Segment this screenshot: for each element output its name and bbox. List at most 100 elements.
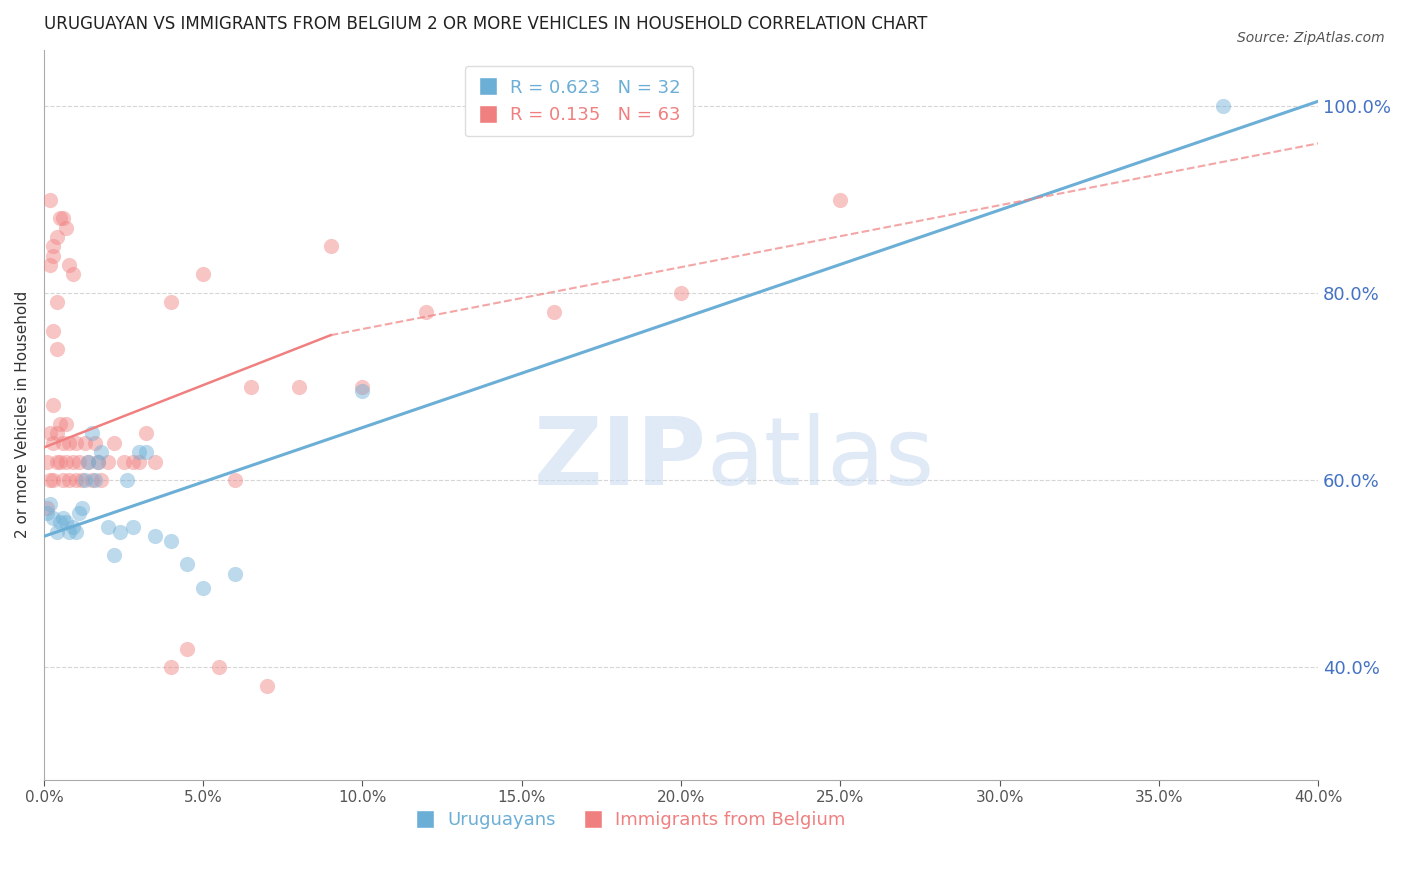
Point <box>176 641 198 656</box>
Point <box>55 516 77 530</box>
Point <box>193 581 215 595</box>
Point <box>67 506 90 520</box>
Point <box>352 384 374 399</box>
Y-axis label: 2 or more Vehicles in Household: 2 or more Vehicles in Household <box>15 291 30 539</box>
Point <box>52 510 75 524</box>
Point <box>224 473 246 487</box>
Point <box>39 497 62 511</box>
Point <box>55 220 77 235</box>
Point <box>145 529 167 543</box>
Point <box>77 454 100 468</box>
Point <box>135 445 157 459</box>
Point <box>75 473 97 487</box>
Point <box>87 454 110 468</box>
Point <box>70 473 93 487</box>
Point <box>70 501 93 516</box>
Point <box>83 473 105 487</box>
Point <box>80 473 103 487</box>
Point <box>45 454 67 468</box>
Point <box>830 193 852 207</box>
Point <box>62 268 84 282</box>
Point <box>415 305 437 319</box>
Point <box>49 454 72 468</box>
Point <box>75 435 97 450</box>
Point <box>65 473 87 487</box>
Point <box>319 239 342 253</box>
Point <box>42 249 65 263</box>
Point <box>77 454 100 468</box>
Point <box>62 454 84 468</box>
Point <box>1212 99 1234 113</box>
Point <box>669 286 692 301</box>
Point <box>39 258 62 272</box>
Point <box>287 379 309 393</box>
Point <box>58 524 80 539</box>
Point <box>83 435 105 450</box>
Point <box>58 473 80 487</box>
Point <box>160 660 183 674</box>
Point <box>42 398 65 412</box>
Point <box>35 501 58 516</box>
Point <box>65 524 87 539</box>
Point <box>35 506 58 520</box>
Point <box>52 211 75 226</box>
Point <box>103 548 125 562</box>
Point <box>58 435 80 450</box>
Text: Source: ZipAtlas.com: Source: ZipAtlas.com <box>1237 31 1385 45</box>
Text: ZIP: ZIP <box>534 412 706 505</box>
Point <box>122 520 145 534</box>
Point <box>62 520 84 534</box>
Point <box>110 524 132 539</box>
Point <box>135 426 157 441</box>
Point <box>49 516 72 530</box>
Point <box>90 473 112 487</box>
Point <box>97 454 120 468</box>
Point <box>49 417 72 431</box>
Point <box>90 445 112 459</box>
Point <box>45 426 67 441</box>
Point <box>128 454 150 468</box>
Point <box>145 454 167 468</box>
Point <box>352 379 374 393</box>
Point <box>97 520 120 534</box>
Point <box>49 211 72 226</box>
Point <box>58 258 80 272</box>
Text: URUGUAYAN VS IMMIGRANTS FROM BELGIUM 2 OR MORE VEHICLES IN HOUSEHOLD CORRELATION: URUGUAYAN VS IMMIGRANTS FROM BELGIUM 2 O… <box>44 15 928 33</box>
Point <box>122 454 145 468</box>
Point <box>39 193 62 207</box>
Point <box>45 295 67 310</box>
Text: atlas: atlas <box>706 412 935 505</box>
Point <box>103 435 125 450</box>
Point <box>176 558 198 572</box>
Point <box>543 305 565 319</box>
Point <box>65 435 87 450</box>
Point <box>45 230 67 244</box>
Point <box>128 445 150 459</box>
Point <box>35 454 58 468</box>
Point <box>42 239 65 253</box>
Point <box>67 454 90 468</box>
Point <box>42 473 65 487</box>
Point <box>55 417 77 431</box>
Point <box>45 343 67 357</box>
Point <box>52 435 75 450</box>
Point <box>45 524 67 539</box>
Point <box>208 660 231 674</box>
Point <box>160 534 183 549</box>
Point <box>193 268 215 282</box>
Point <box>42 324 65 338</box>
Point <box>55 454 77 468</box>
Point <box>80 426 103 441</box>
Point <box>239 379 262 393</box>
Point <box>256 679 278 693</box>
Point <box>87 454 110 468</box>
Point <box>52 473 75 487</box>
Point <box>42 510 65 524</box>
Point <box>112 454 135 468</box>
Point <box>115 473 138 487</box>
Point <box>39 473 62 487</box>
Point <box>39 426 62 441</box>
Point <box>160 295 183 310</box>
Legend: Uruguayans, Immigrants from Belgium: Uruguayans, Immigrants from Belgium <box>408 804 853 837</box>
Point <box>224 566 246 581</box>
